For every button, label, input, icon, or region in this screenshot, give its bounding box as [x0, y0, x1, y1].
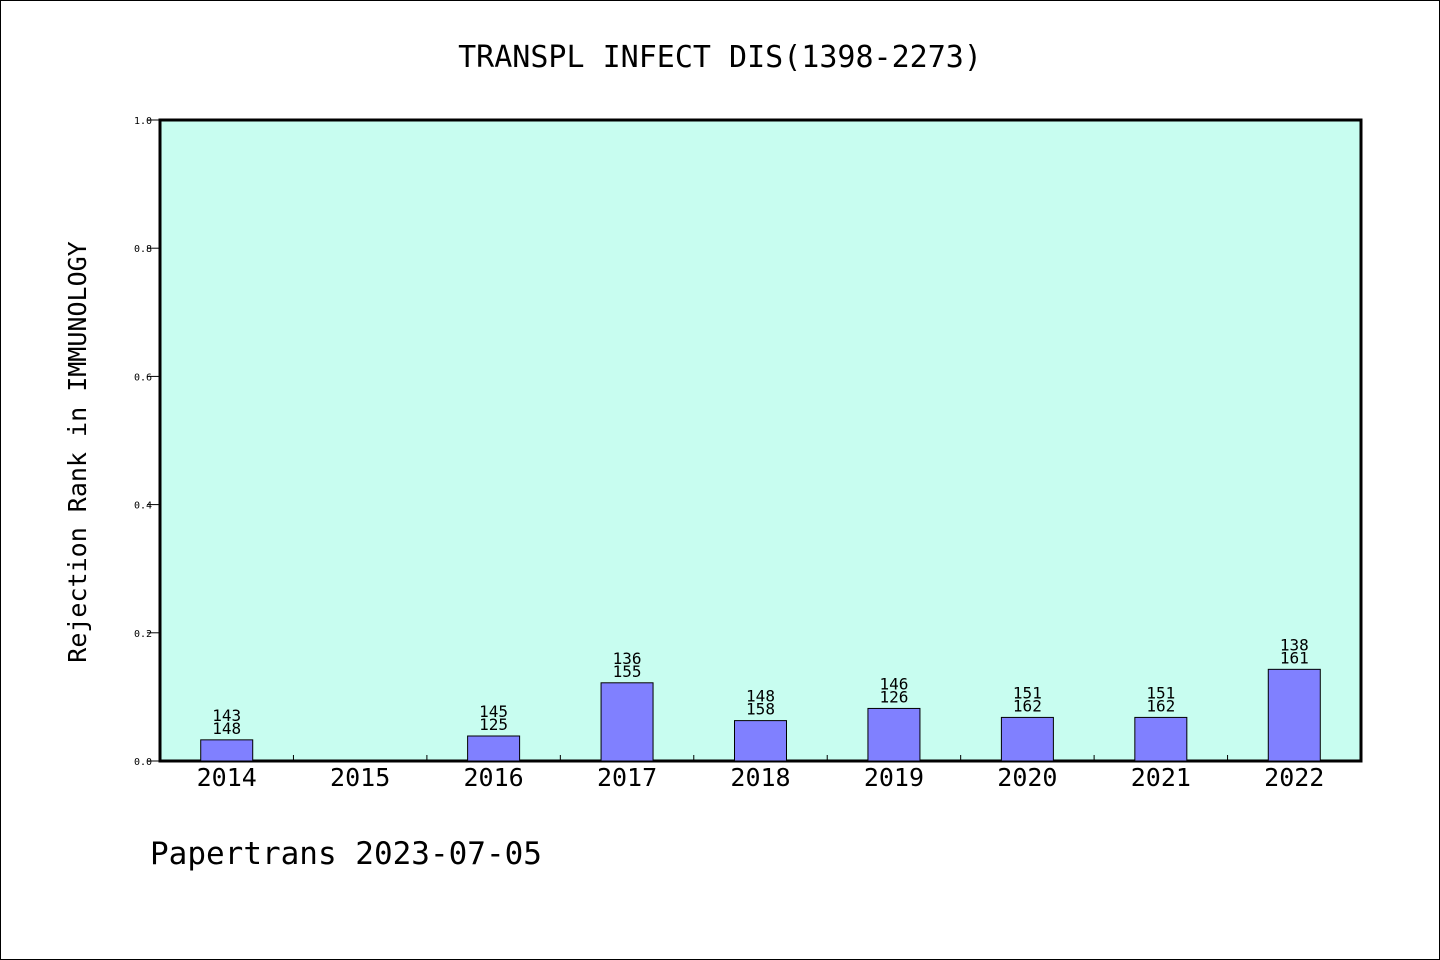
bar-2017 — [600, 682, 654, 762]
bar-label-bottom: 125 — [479, 715, 508, 734]
bar-label-bottom: 158 — [746, 700, 775, 719]
bar-label-bottom: 155 — [613, 662, 642, 681]
y-tick-label: 0.8 — [134, 244, 152, 255]
bar-2019 — [867, 707, 921, 762]
bar-label-top: 151 — [1013, 683, 1042, 702]
y-tick-label: 0.6 — [134, 372, 152, 383]
bar-2020 — [1000, 716, 1054, 762]
x-tick-label: 2020 — [997, 763, 1057, 792]
x-tick-label: 2021 — [1131, 763, 1191, 792]
bar-label-bottom: 148 — [212, 719, 241, 738]
bars — [200, 668, 1321, 762]
footer-text: Papertrans 2023-07-05 — [150, 836, 542, 872]
bar-label-top: 148 — [746, 687, 775, 706]
y-tick-label: 1.0 — [134, 116, 152, 127]
bar-label-top: 151 — [1146, 683, 1175, 702]
x-tick-label: 2015 — [330, 763, 390, 792]
x-tick-label: 2014 — [197, 763, 257, 792]
y-axis-ticks: 0.0 0.2 0.4 0.6 0.8 1.0 — [134, 116, 160, 768]
x-tick-label: 2019 — [864, 763, 924, 792]
bar-label-top: 146 — [879, 674, 908, 693]
bar-2022 — [1267, 668, 1321, 762]
x-tick-label: 2016 — [464, 763, 524, 792]
bar-label-top: 138 — [1280, 635, 1309, 654]
bar-label-bottom: 126 — [879, 687, 908, 706]
x-tick-label: 2018 — [730, 763, 790, 792]
bar-label-bottom: 162 — [1013, 696, 1042, 715]
y-axis-label: Rejection Rank in IMMUNOLOGY — [63, 241, 92, 662]
bar-2021 — [1134, 716, 1188, 762]
x-tick-label: 2022 — [1264, 763, 1324, 792]
x-tick-label: 2017 — [597, 763, 657, 792]
bar-label-bottom: 162 — [1146, 696, 1175, 715]
bar-label-top: 136 — [613, 649, 642, 668]
plot-area — [158, 118, 1363, 763]
bar-label-top: 143 — [212, 706, 241, 725]
x-axis-ticks: 2014 2015 2016 2017 2018 2019 2020 2021 2022 — [197, 755, 1324, 792]
chart-title: TRANSPL INFECT DIS(1398-2273) — [458, 40, 982, 75]
bar-label-bottom: 161 — [1280, 648, 1309, 667]
bar-2016 — [467, 735, 521, 762]
y-tick-label: 0.0 — [134, 757, 152, 768]
y-tick-label: 0.2 — [134, 629, 152, 640]
bar-label-top: 145 — [479, 702, 508, 721]
bar-2018 — [734, 720, 787, 762]
y-tick-label: 0.4 — [134, 501, 152, 512]
bar-2014 — [200, 739, 254, 762]
